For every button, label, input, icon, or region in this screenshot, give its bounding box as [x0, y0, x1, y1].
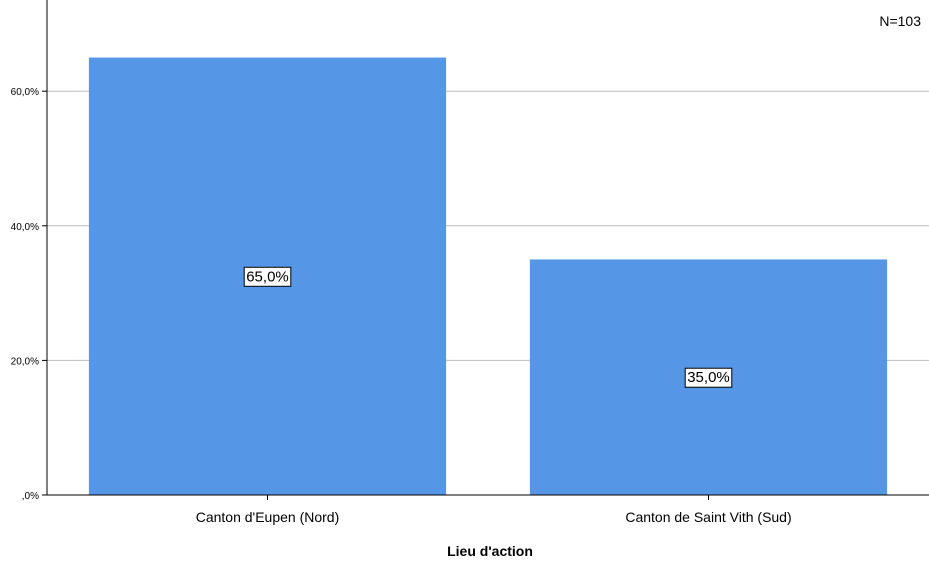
x-tick-label: Canton de Saint Vith (Sud) — [625, 509, 791, 525]
bars — [88, 57, 888, 496]
data-label-box — [684, 367, 733, 388]
y-tick-label: 20,0% — [11, 356, 39, 367]
x-axis-title: Lieu d'action — [447, 543, 533, 559]
sample-size-annotation: N=103 — [879, 13, 921, 29]
y-tick-label: 60,0% — [11, 87, 39, 98]
data-label: 65,0% — [246, 268, 289, 285]
x-tick-labels: Canton d'Eupen (Nord) Canton de Saint Vit… — [196, 495, 792, 525]
data-label: 35,0% — [687, 369, 730, 386]
data-labels: 65,0% 35,0% — [243, 266, 733, 388]
y-tick-label: 40,0% — [11, 222, 39, 233]
x-tick-label: Canton d'Eupen (Nord) — [196, 509, 340, 525]
y-tick-labels: ,0% 20,0% 40,0% 60,0% — [11, 87, 47, 502]
data-label-box — [243, 266, 292, 287]
y-tick-label: ,0% — [22, 491, 39, 502]
